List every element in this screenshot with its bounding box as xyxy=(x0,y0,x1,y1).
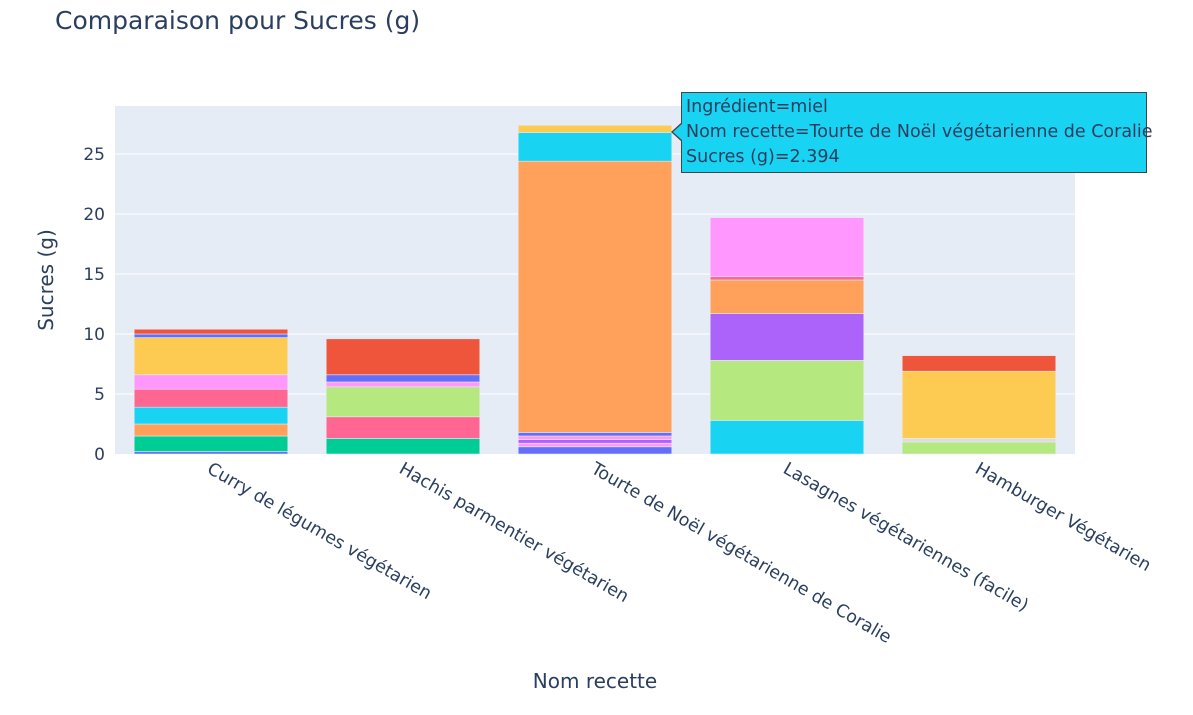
bar-segment[interactable] xyxy=(133,388,289,408)
bar-segment[interactable] xyxy=(133,406,289,425)
bar-segment[interactable] xyxy=(709,420,865,455)
bar-segment[interactable] xyxy=(325,386,481,418)
bar-segment[interactable] xyxy=(709,313,865,361)
bar-segment[interactable] xyxy=(517,160,673,433)
bar-segment[interactable] xyxy=(325,338,481,376)
bar-segment[interactable] xyxy=(901,370,1057,439)
bar-segment[interactable] xyxy=(709,360,865,421)
chart-title: Comparaison pour Sucres (g) xyxy=(55,6,421,35)
bar-segment[interactable] xyxy=(325,438,481,455)
bar-segment[interactable] xyxy=(517,446,673,455)
y-tick-label: 20 xyxy=(83,205,105,225)
bar-segment[interactable] xyxy=(325,374,481,383)
x-tick-label: Curry de légumes végétarien xyxy=(204,459,435,604)
bar-segment[interactable] xyxy=(133,423,289,437)
bar-segment[interactable] xyxy=(517,132,673,162)
bar-segment[interactable] xyxy=(133,374,289,390)
x-axis-title: Nom recette xyxy=(532,669,658,693)
bar-segment[interactable] xyxy=(133,333,289,338)
bar-segment[interactable] xyxy=(517,439,673,444)
bar-stacks xyxy=(133,124,1057,455)
y-tick-label: 10 xyxy=(83,325,105,345)
tooltip-arrow-fill xyxy=(673,123,683,141)
bar-segment[interactable] xyxy=(133,451,289,455)
y-tick-label: 0 xyxy=(94,445,105,465)
hover-tooltip: Ingrédient=miel Nom recette=Tourte de No… xyxy=(681,92,1153,173)
y-axis-ticks: 0 5 10 15 20 25 xyxy=(83,145,105,465)
y-tick-label: 25 xyxy=(83,145,105,165)
bar-segment[interactable] xyxy=(901,355,1057,372)
bar-segment[interactable] xyxy=(517,435,673,440)
tooltip-value: Sucres (g)=2.394 xyxy=(686,147,840,167)
bar-segment[interactable] xyxy=(517,432,673,437)
tooltip-ingredient: Ingrédient=miel xyxy=(686,97,828,117)
bar-segment[interactable] xyxy=(709,217,865,277)
x-tick-label: Tourte de Noël végétarienne de Coralie xyxy=(587,459,895,648)
bar-segment[interactable] xyxy=(709,279,865,314)
bar-segment[interactable] xyxy=(325,381,481,388)
bar-segment[interactable] xyxy=(517,442,673,448)
y-tick-label: 5 xyxy=(94,385,105,405)
bar-segment[interactable] xyxy=(901,438,1057,443)
bar-segment[interactable] xyxy=(133,328,289,335)
bar-segment[interactable] xyxy=(325,416,481,439)
x-tick-label: Hamburger Végétarien xyxy=(972,459,1155,576)
bar-segment[interactable] xyxy=(133,435,289,452)
y-axis-title: Sucres (g) xyxy=(34,229,58,331)
tooltip-recipe: Nom recette=Tourte de Noël végétarienne … xyxy=(686,122,1153,142)
bar-segment[interactable] xyxy=(133,337,289,376)
y-tick-label: 15 xyxy=(83,265,105,285)
bar-segment[interactable] xyxy=(709,276,865,281)
bar-segment[interactable] xyxy=(517,124,673,133)
bar-segment[interactable] xyxy=(901,441,1057,455)
